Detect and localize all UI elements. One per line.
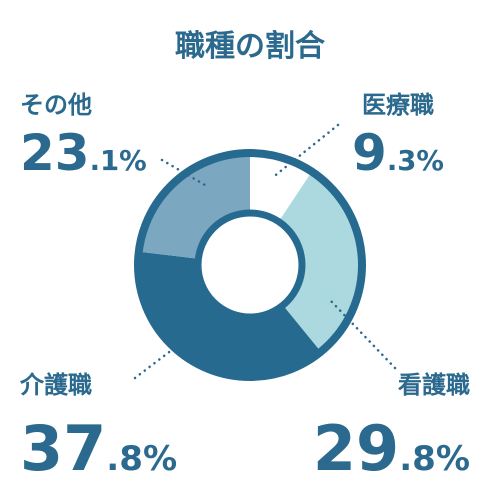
value-label-int: 29 — [313, 412, 399, 485]
value-label-frac: .8% — [106, 439, 177, 479]
category-label: 介護職 — [19, 371, 92, 399]
donut-segment — [138, 153, 250, 259]
value-label-int: 23 — [20, 124, 90, 182]
value-label-frac: .8% — [399, 439, 470, 479]
leader-line — [160, 158, 207, 187]
donut-segment — [250, 153, 312, 222]
value-label-frac: .1% — [90, 145, 147, 177]
value-label-frac: .3% — [387, 145, 444, 177]
leader-line — [270, 123, 340, 180]
donut-segment — [278, 171, 362, 352]
chart-title: 職種の割合 — [175, 29, 325, 64]
category-label: 看護職 — [398, 371, 470, 399]
value-label: 37.8% — [20, 412, 177, 485]
leader-line — [133, 338, 187, 380]
value-label: 9.3% — [352, 124, 444, 182]
donut-outer-border — [134, 149, 366, 381]
value-label-int: 9 — [352, 124, 387, 182]
category-label: 医療職 — [362, 91, 434, 119]
donut-inner-border — [194, 209, 306, 321]
value-label: 29.8% — [313, 412, 470, 485]
value-label-int: 37 — [20, 412, 106, 485]
category-label: その他 — [20, 91, 92, 119]
leader-line — [328, 298, 397, 370]
value-label: 23.1% — [20, 124, 147, 182]
